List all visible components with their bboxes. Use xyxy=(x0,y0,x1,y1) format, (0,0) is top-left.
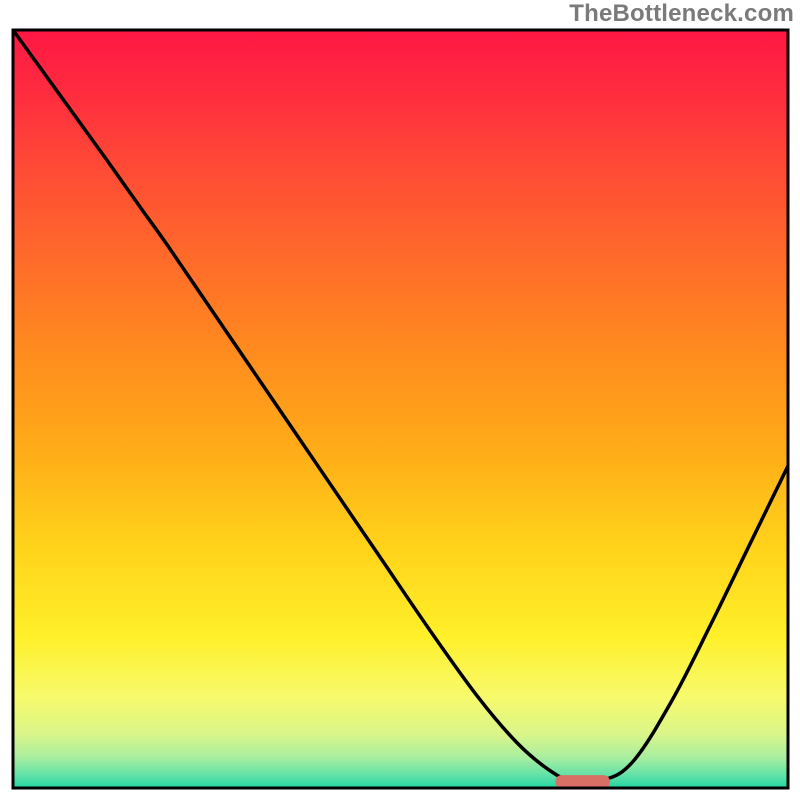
plot-group xyxy=(13,30,788,789)
chart-container: TheBottleneck.com xyxy=(0,0,800,800)
gradient-background xyxy=(13,30,788,788)
chart-svg xyxy=(0,0,800,800)
